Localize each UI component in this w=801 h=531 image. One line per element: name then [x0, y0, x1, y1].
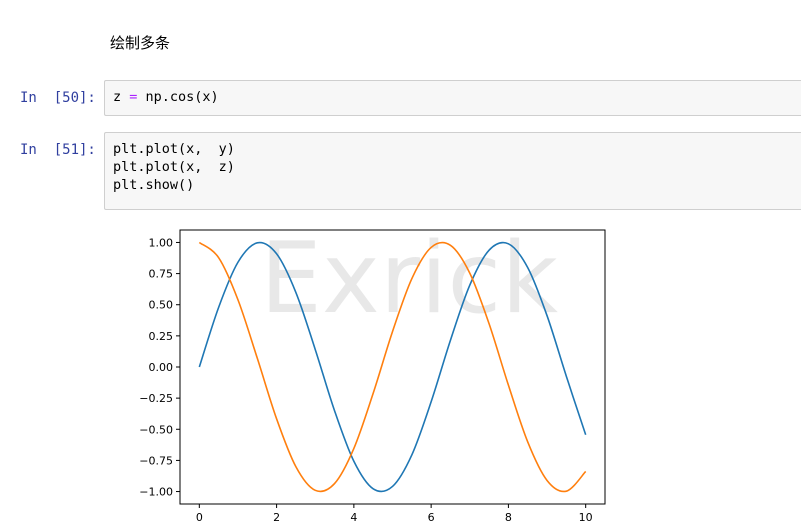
y-tick-label: 0.00	[149, 361, 174, 374]
markdown-heading: 绘制多条	[110, 34, 171, 52]
cell-output-plot: Exrick 0 2 4 6 8 10 1.00 0.75 0.50 0.25 0.00 −0.25…	[130, 222, 620, 531]
y-tick-label: −0.50	[139, 423, 173, 436]
series-lines	[198, 241, 587, 493]
code-line: plt.plot(x, y)	[113, 141, 235, 157]
y-tick-label: 1.00	[149, 236, 174, 249]
series-line-0	[198, 241, 587, 493]
code-token: np.cos(x)	[137, 89, 219, 105]
series-line-1	[198, 241, 587, 493]
x-tick-label: 0	[196, 511, 203, 524]
axes-frame	[179, 229, 606, 505]
code-token: z	[113, 89, 130, 105]
y-tick-label: 0.75	[149, 268, 174, 281]
y-tick-label: 0.25	[149, 330, 174, 343]
x-tick-label: 8	[505, 511, 512, 524]
cell-prompt-50: In [50]:	[20, 90, 96, 106]
code-line: plt.show()	[113, 177, 195, 193]
code-cell-51[interactable]: plt.plot(x, y) plt.plot(x, z) plt.show()	[104, 132, 801, 210]
x-tick-label: 2	[273, 511, 280, 524]
y-tick-label: −1.00	[139, 486, 173, 499]
x-tick-label: 4	[350, 511, 357, 524]
x-axis-ticks: 0 2 4 6 8 10	[196, 504, 593, 524]
line-chart: Exrick 0 2 4 6 8 10 1.00 0.75 0.50 0.25 0.00 −0.25…	[139, 222, 606, 524]
y-axis-ticks: 1.00 0.75 0.50 0.25 0.00 −0.25 −0.50 −0.75 −1.00	[139, 236, 180, 499]
x-tick-label: 10	[579, 511, 593, 524]
y-tick-label: 0.50	[149, 299, 174, 312]
code-cell-50[interactable]: z = np.cos(x)	[104, 80, 801, 116]
x-tick-label: 6	[428, 511, 435, 524]
y-tick-label: −0.75	[139, 454, 173, 467]
code-line: plt.plot(x, z)	[113, 159, 235, 175]
cell-prompt-51: In [51]:	[20, 142, 96, 158]
watermark-text: Exrick	[260, 222, 558, 336]
code-line: z = np.cos(x)	[113, 88, 793, 106]
code-operator: =	[129, 89, 138, 105]
y-tick-label: −0.25	[139, 392, 173, 405]
